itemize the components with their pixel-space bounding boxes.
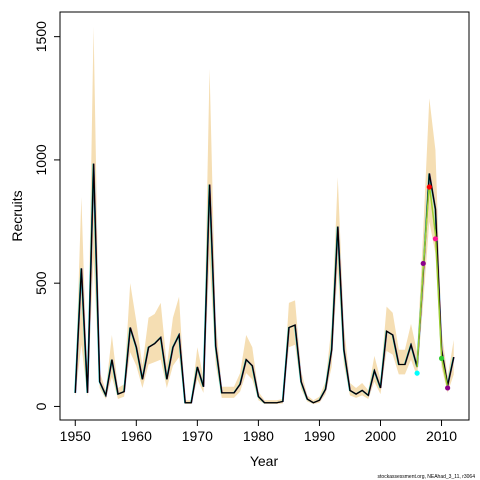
y-tick-label-500: 500 [33,271,49,295]
retro-point-5 [438,355,445,361]
retro-point-1 [414,370,420,376]
series-lines-layer [74,163,455,404]
retro-point-6 [445,385,451,391]
x-axis: 1950 1960 1970 1980 1990 2000 2010 [60,420,457,444]
y-axis: 0 500 1000 1500 [33,21,60,410]
x-tick-label-1990: 1990 [304,428,335,444]
y-tick-label-1500: 1500 [33,21,49,52]
confidence-band-layer [75,26,454,404]
retro-points-layer [414,184,451,391]
retro-tail-line [416,184,449,389]
retro-point-4 [432,236,439,242]
x-tick-label-1970: 1970 [182,428,213,444]
y-axis-title: Recruits [9,190,25,241]
retro-point-3 [426,184,432,190]
x-tick-label-1950: 1950 [60,428,91,444]
plot-frame [59,11,470,421]
x-tick-label-2000: 2000 [365,428,396,444]
x-tick-label-1960: 1960 [121,428,152,444]
footnote: stockassessment.org, NEAhad_3_11, r3064 [378,474,476,480]
y-tick-label-1000: 1000 [33,144,49,175]
x-tick-label-2010: 2010 [426,428,457,444]
retro-point-2 [420,260,426,267]
confidence-band [75,26,454,404]
x-axis-title: Year [250,453,279,469]
x-tick-label-1980: 1980 [243,428,274,444]
recruits-line [74,163,455,404]
y-tick-label-0: 0 [33,402,49,410]
